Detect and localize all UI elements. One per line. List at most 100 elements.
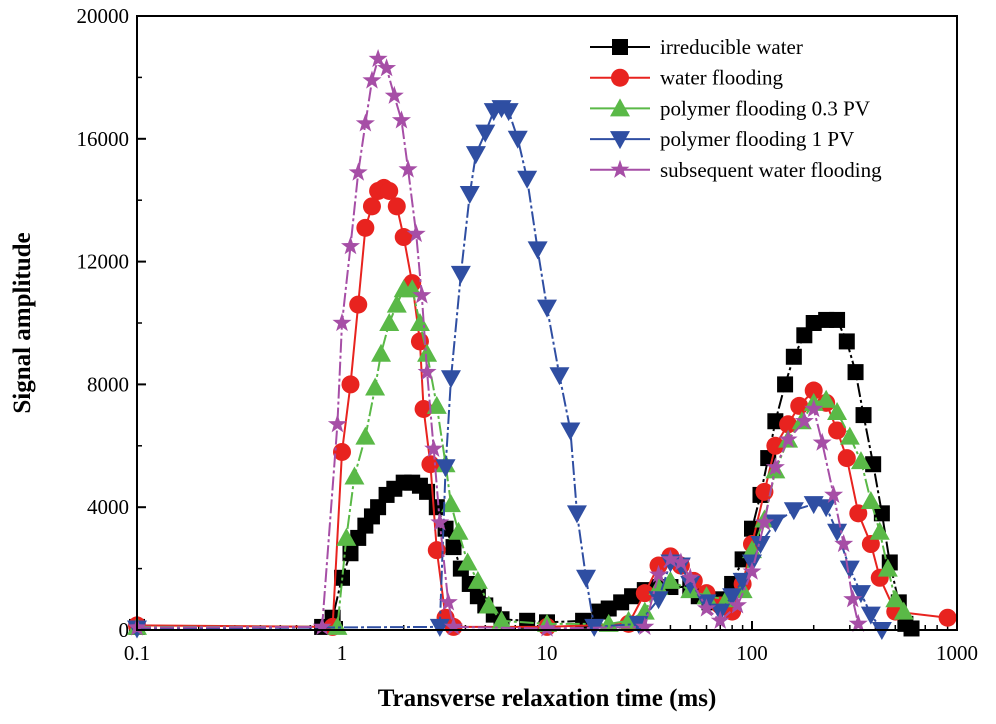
data-point-star: [834, 534, 854, 553]
y-tick-label: 12000: [77, 250, 130, 274]
data-point-star: [754, 512, 774, 531]
data-point-square: [342, 545, 359, 562]
series-line: [137, 288, 905, 628]
data-point-square: [370, 499, 387, 516]
data-point-star: [444, 616, 463, 635]
data-point-triangle-up: [457, 552, 478, 571]
data-point-star: [537, 618, 557, 637]
series-line: [136, 107, 883, 631]
data-point-star: [660, 549, 680, 568]
data-point-triangle-down: [465, 146, 486, 165]
data-point-star: [384, 85, 404, 104]
data-point-square: [419, 483, 436, 500]
y-tick-label: 0: [119, 618, 130, 642]
data-point-triangle-up: [344, 466, 365, 485]
data-point-circle: [341, 375, 360, 394]
data-point-star: [794, 411, 814, 430]
data-point-square: [903, 620, 920, 637]
x-axis-title: Transverse relaxation time (ms): [378, 685, 717, 712]
legend-item: subsequent water flooding: [590, 158, 882, 182]
legend-item: irreducible water: [590, 35, 803, 59]
legend-label: polymer flooding 1 PV: [660, 127, 854, 151]
data-point-circle: [804, 381, 823, 400]
legend-item: polymer flooding 0.3 PV: [590, 96, 870, 120]
data-point-triangle-down: [750, 536, 771, 555]
data-point-triangle-down: [440, 370, 461, 389]
data-point-triangle-down: [827, 523, 848, 542]
data-point-square: [847, 364, 864, 381]
data-point-triangle-up: [893, 601, 914, 620]
x-tick-label: 100: [736, 641, 768, 665]
data-point-star: [398, 159, 418, 178]
data-point-triangle-down: [475, 124, 496, 143]
legend-label: irreducible water: [660, 35, 803, 59]
data-point-triangle-down: [839, 560, 860, 579]
y-tick-label: 8000: [87, 372, 129, 396]
y-tick-label: 20000: [77, 4, 130, 28]
data-point-triangle-down: [850, 585, 871, 604]
data-point-star: [417, 362, 437, 381]
x-tick-label: 1: [337, 641, 348, 665]
data-point-star: [412, 285, 432, 304]
y-tick-label: 4000: [87, 495, 129, 519]
data-point-triangle-down: [648, 591, 669, 610]
series-subsequent-water-flooding: [127, 49, 868, 637]
data-point-star: [728, 595, 747, 614]
series-polymer-flooding-03-PV: [127, 279, 914, 635]
data-point-star: [424, 438, 444, 457]
data-point-triangle-up: [491, 610, 512, 629]
data-point-star: [765, 457, 785, 476]
data-point-triangle-up: [610, 98, 630, 117]
x-tick-label: 0.1: [124, 641, 150, 665]
data-point-star: [430, 512, 450, 531]
data-point-star: [327, 414, 347, 433]
data-point-triangle-up: [860, 491, 881, 510]
data-point-circle: [362, 197, 381, 216]
x-tick-label: 10: [537, 641, 558, 665]
data-point-triangle-up: [426, 395, 447, 414]
data-point-star: [778, 429, 798, 448]
data-point-triangle-down: [549, 367, 570, 386]
data-point-star: [312, 616, 332, 635]
y-axis-title: Signal amplitude: [9, 232, 36, 413]
data-point-triangle-down: [576, 569, 597, 588]
data-point-triangle-down: [765, 514, 786, 533]
data-point-square: [600, 600, 617, 617]
data-point-star: [697, 598, 716, 617]
data-point-star: [332, 313, 352, 332]
data-point-triangle-down: [459, 186, 480, 205]
data-point-triangle-up: [440, 494, 461, 513]
data-point-circle: [635, 584, 654, 603]
data-point-circle: [828, 421, 847, 440]
data-point-star: [406, 224, 426, 243]
data-point-triangle-down: [783, 502, 804, 521]
data-point-circle: [837, 449, 856, 468]
data-point-circle: [333, 442, 351, 461]
data-point-triangle-up: [467, 570, 488, 589]
data-point-triangle-up: [386, 294, 407, 313]
data-point-square: [519, 612, 536, 629]
data-point-triangle-up: [850, 451, 871, 470]
series-line: [136, 57, 860, 630]
data-point-star: [355, 113, 375, 132]
legend-item: water flooding: [590, 66, 784, 90]
data-point-star: [438, 592, 458, 611]
data-point-square: [829, 311, 846, 328]
data-point-square: [796, 327, 813, 344]
data-point-triangle-up: [417, 343, 438, 362]
data-point-star: [671, 552, 691, 571]
data-point-triangle-up: [648, 577, 669, 596]
legend: irreducible water water flooding polymer f…: [590, 35, 882, 182]
data-point-triangle-down: [560, 422, 581, 441]
data-point-star: [368, 49, 388, 68]
data-point-triangle-up: [816, 389, 837, 408]
data-point-square: [350, 529, 367, 546]
data-point-triangle-up: [365, 377, 386, 396]
data-point-square: [855, 407, 872, 424]
data-point-triangle-down: [816, 499, 837, 518]
data-point-star: [812, 432, 832, 451]
data-point-triangle-up: [827, 402, 848, 421]
data-point-star: [804, 399, 824, 418]
data-point-triangle-up: [448, 521, 469, 540]
data-point-circle: [380, 181, 399, 200]
